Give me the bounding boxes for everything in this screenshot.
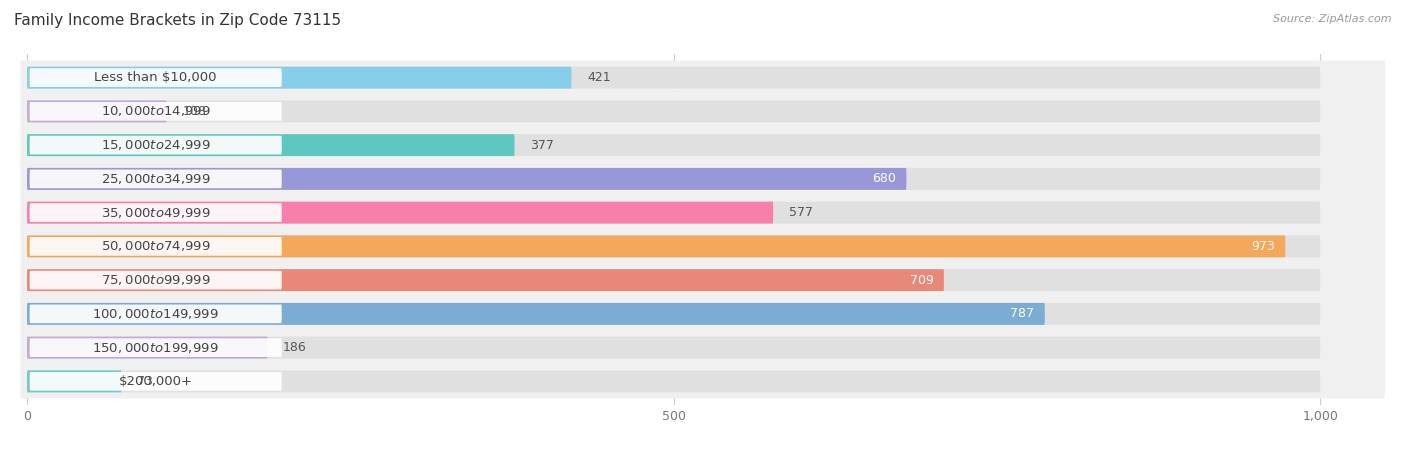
- FancyBboxPatch shape: [27, 269, 1320, 291]
- Text: $200,000+: $200,000+: [118, 375, 193, 388]
- FancyBboxPatch shape: [30, 68, 281, 87]
- Text: $25,000 to $34,999: $25,000 to $34,999: [101, 172, 211, 186]
- FancyBboxPatch shape: [27, 67, 571, 89]
- FancyBboxPatch shape: [27, 202, 1320, 224]
- FancyBboxPatch shape: [27, 134, 515, 156]
- FancyBboxPatch shape: [21, 61, 1385, 94]
- Text: 680: 680: [872, 172, 896, 185]
- FancyBboxPatch shape: [27, 337, 1320, 359]
- FancyBboxPatch shape: [21, 331, 1385, 364]
- Text: $15,000 to $24,999: $15,000 to $24,999: [101, 138, 211, 152]
- FancyBboxPatch shape: [21, 196, 1385, 230]
- FancyBboxPatch shape: [30, 170, 281, 188]
- FancyBboxPatch shape: [27, 168, 907, 190]
- FancyBboxPatch shape: [27, 100, 1320, 122]
- FancyBboxPatch shape: [27, 370, 1320, 392]
- FancyBboxPatch shape: [27, 134, 1320, 156]
- FancyBboxPatch shape: [30, 203, 281, 222]
- FancyBboxPatch shape: [21, 364, 1385, 398]
- FancyBboxPatch shape: [30, 102, 281, 121]
- FancyBboxPatch shape: [27, 269, 943, 291]
- FancyBboxPatch shape: [21, 94, 1385, 128]
- FancyBboxPatch shape: [27, 202, 773, 224]
- Text: 787: 787: [1011, 307, 1035, 320]
- Text: $35,000 to $49,999: $35,000 to $49,999: [101, 206, 211, 220]
- FancyBboxPatch shape: [27, 337, 267, 359]
- Text: Less than $10,000: Less than $10,000: [94, 71, 217, 84]
- FancyBboxPatch shape: [21, 162, 1385, 196]
- FancyBboxPatch shape: [27, 67, 1320, 89]
- FancyBboxPatch shape: [30, 338, 281, 357]
- FancyBboxPatch shape: [27, 235, 1285, 257]
- Text: $100,000 to $149,999: $100,000 to $149,999: [93, 307, 219, 321]
- Text: 186: 186: [283, 341, 307, 354]
- FancyBboxPatch shape: [21, 297, 1385, 331]
- FancyBboxPatch shape: [30, 271, 281, 289]
- Text: Family Income Brackets in Zip Code 73115: Family Income Brackets in Zip Code 73115: [14, 14, 342, 28]
- Text: 73: 73: [136, 375, 153, 388]
- Text: 377: 377: [530, 139, 554, 152]
- Text: 577: 577: [789, 206, 813, 219]
- FancyBboxPatch shape: [27, 168, 1320, 190]
- FancyBboxPatch shape: [27, 235, 1320, 257]
- FancyBboxPatch shape: [27, 100, 167, 122]
- Text: 108: 108: [183, 105, 207, 118]
- FancyBboxPatch shape: [27, 370, 121, 392]
- Text: Source: ZipAtlas.com: Source: ZipAtlas.com: [1274, 14, 1392, 23]
- Text: $150,000 to $199,999: $150,000 to $199,999: [93, 341, 219, 355]
- FancyBboxPatch shape: [27, 303, 1045, 325]
- Text: 421: 421: [586, 71, 610, 84]
- FancyBboxPatch shape: [30, 136, 281, 154]
- FancyBboxPatch shape: [21, 128, 1385, 162]
- Text: $50,000 to $74,999: $50,000 to $74,999: [101, 239, 211, 253]
- FancyBboxPatch shape: [30, 372, 281, 391]
- FancyBboxPatch shape: [30, 237, 281, 256]
- FancyBboxPatch shape: [27, 303, 1320, 325]
- Text: 973: 973: [1251, 240, 1275, 253]
- FancyBboxPatch shape: [21, 230, 1385, 263]
- FancyBboxPatch shape: [30, 305, 281, 323]
- Text: $75,000 to $99,999: $75,000 to $99,999: [101, 273, 211, 287]
- FancyBboxPatch shape: [21, 263, 1385, 297]
- Text: $10,000 to $14,999: $10,000 to $14,999: [101, 104, 211, 118]
- Text: 709: 709: [910, 274, 934, 287]
